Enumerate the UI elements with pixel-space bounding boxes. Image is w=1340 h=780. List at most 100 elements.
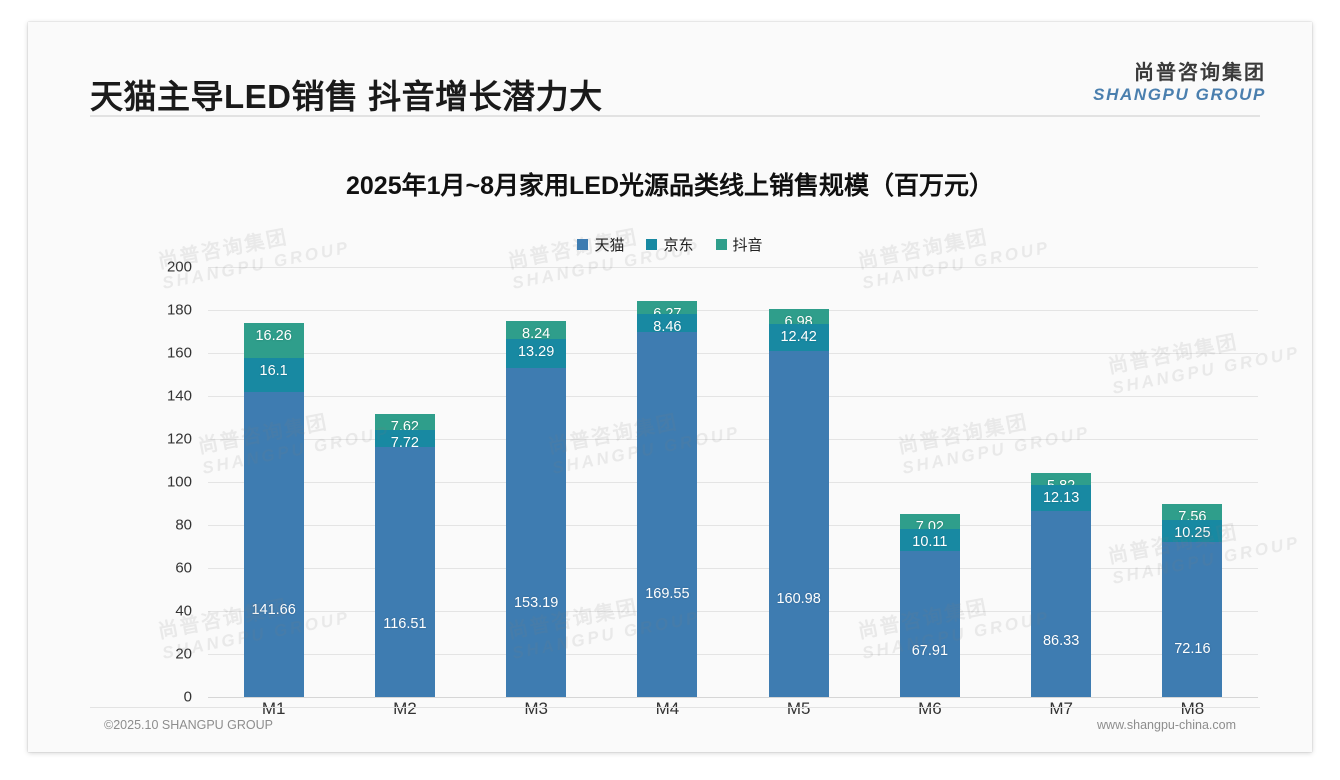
bar-segment-天猫-M4[interactable]: 169.55 (637, 332, 698, 697)
bar-value-label: 10.25 (1174, 524, 1211, 541)
bar-segment-抖音-M4[interactable]: 6.27 (637, 300, 698, 322)
logo-english-text: SHANGPU GROUP (1093, 85, 1266, 104)
y-axis-tick-label: 40 (175, 602, 192, 620)
bar-segment-抖音-M1[interactable]: 16.26 (243, 322, 304, 358)
bar-segment-天猫-M3[interactable]: 153.19 (506, 367, 567, 697)
bar-segment-抖音-M2[interactable]: 7.62 (374, 413, 435, 435)
y-axis-tick-label: 80 (175, 516, 192, 534)
gridline (208, 439, 1258, 440)
bar-segment-抖音-M6[interactable]: 7.02 (899, 514, 960, 535)
brand-logo: 尚普咨询集团 SHANGPU GROUP (1093, 62, 1266, 105)
y-axis-tick-label: 140 (166, 387, 192, 405)
bar-column-M2[interactable]: 7.62 7.72 116.51 (374, 267, 435, 697)
chart-plot-area: 200 180 160 140 120 100 80 60 40 20 0 16.26 16.1 141… (138, 259, 1258, 718)
bar-value-label: 169.55 (645, 586, 690, 603)
bar-value-label: 67.91 (911, 643, 949, 660)
gridline (208, 611, 1258, 612)
y-axis-tick-label: 180 (166, 301, 192, 319)
gridline (208, 310, 1258, 311)
grid-area: 16.26 16.1 141.66 7.62 7.72 116.51 8.24 13.29 15… (208, 267, 1258, 698)
bar-segment-京东-M7[interactable]: 12.13 (1031, 485, 1092, 512)
bar-column-M3[interactable]: 8.24 13.29 153.19 (506, 267, 567, 697)
legend-item-抖音[interactable]: 抖音 (715, 234, 763, 255)
bar-value-label: 141.66 (251, 601, 296, 618)
legend-swatch-icon (577, 239, 589, 250)
legend-swatch-icon (715, 239, 727, 250)
bar-segment-天猫-M6[interactable]: 67.91 (899, 551, 960, 697)
y-axis: 200 180 160 140 120 100 80 60 40 20 0 (138, 259, 200, 706)
bar-value-label: 16.1 (259, 362, 288, 379)
bar-value-label: 160.98 (776, 591, 821, 608)
x-axis-tick-label: M6 (918, 699, 942, 718)
x-axis-tick-label: M4 (655, 699, 680, 718)
gridline (208, 697, 1258, 698)
bar-segment-京东-M5[interactable]: 12.42 (768, 324, 829, 351)
gridline (208, 267, 1258, 268)
gridline (208, 654, 1258, 655)
x-axis-tick-label: M3 (524, 699, 548, 718)
y-axis-tick-label: 20 (175, 645, 192, 663)
bar-series-container: 16.26 16.1 141.66 7.62 7.72 116.51 8.24 13.29 15… (208, 267, 1258, 697)
bar-segment-抖音-M3[interactable]: 8.24 (506, 321, 567, 343)
gridline (208, 396, 1258, 397)
bar-value-label: 72.16 (1174, 640, 1211, 657)
y-axis-tick-label: 100 (166, 473, 192, 491)
bar-segment-京东-M8[interactable]: 10.25 (1162, 519, 1223, 542)
y-axis-tick-label: 120 (166, 430, 192, 448)
bar-segment-天猫-M7[interactable]: 86.33 (1031, 511, 1092, 697)
bar-segment-京东-M4[interactable]: 8.46 (637, 314, 698, 336)
bar-value-label: 116.51 (383, 615, 427, 632)
bar-segment-京东-M2[interactable]: 7.72 (374, 429, 435, 451)
page-title: 天猫主导LED销售 抖音增长潜力大 (90, 78, 603, 115)
bar-column-M4[interactable]: 6.278.46 169.55 (637, 267, 698, 697)
legend-item-天猫[interactable]: 天猫 (577, 234, 624, 255)
bar-segment-天猫-M1[interactable]: 141.66 (243, 392, 304, 697)
bar-value-label: 13.29 (517, 344, 555, 361)
bar-segment-京东-M3[interactable]: 13.29 (506, 339, 567, 368)
footer-copyright: ©2025.10 SHANGPU GROUP (104, 718, 273, 732)
bar-column-M6[interactable]: 7.02 10.11 67.91 (899, 267, 960, 697)
y-axis-tick-label: 0 (183, 688, 192, 706)
legend-label: 天猫 (594, 237, 625, 254)
y-axis-tick-label: 200 (166, 258, 192, 276)
header-divider (90, 115, 1260, 117)
gridline (208, 353, 1258, 354)
bar-value-label: 16.26 (255, 327, 292, 344)
bar-segment-京东-M1[interactable]: 16.1 (243, 357, 304, 393)
bar-value-label: 86.33 (1042, 632, 1080, 649)
bar-segment-天猫-M8[interactable]: 72.16 (1162, 541, 1223, 697)
bar-segment-京东-M6[interactable]: 10.11 (899, 529, 960, 551)
bar-column-M5[interactable]: 6.98 12.42 160.98 (768, 267, 829, 697)
bar-segment-天猫-M2[interactable]: 116.51 (374, 446, 435, 697)
gridline (208, 482, 1258, 483)
bar-value-label: 12.13 (1042, 490, 1080, 507)
chart-legend: 天猫 京东 抖音 (28, 234, 1312, 255)
bar-value-label: 12.42 (780, 329, 817, 346)
x-axis-tick-label: M2 (393, 699, 417, 718)
bar-value-label: 10.11 (912, 534, 948, 551)
x-axis: M1 M2 M3 M4 M5 M6 M7 M8 (208, 699, 1258, 719)
bar-column-M7[interactable]: 5.8212.13 86.33 (1031, 267, 1092, 697)
legend-swatch-icon (646, 239, 658, 250)
bar-segment-抖音-M8[interactable]: 7.56 (1162, 503, 1223, 525)
footer-website[interactable]: www.shangpu-china.com (1097, 718, 1236, 732)
bar-segment-天猫-M5[interactable]: 160.98 (768, 350, 829, 697)
y-axis-tick-label: 160 (166, 344, 192, 362)
bar-value-label: 8.24 (522, 326, 551, 343)
x-axis-tick-label: M8 (1180, 699, 1205, 718)
x-axis-tick-label: M5 (786, 699, 811, 718)
bar-segment-抖音-M5[interactable]: 6.98 (768, 309, 829, 330)
slide-header: 天猫主导LED销售 抖音增长潜力大 尚普咨询集团 SHANGPU GROUP (28, 22, 1312, 118)
footer-divider (90, 707, 1260, 708)
bar-column-M1[interactable]: 16.26 16.1 141.66 (243, 267, 304, 697)
bar-segment-抖音-M7[interactable]: 5.82 (1031, 472, 1092, 494)
legend-label: 抖音 (732, 237, 763, 254)
chart-title: 2025年1月~8月家用LED光源品类线上销售规模（百万元） (345, 172, 995, 200)
x-axis-tick-label: M7 (1049, 699, 1073, 718)
y-axis-tick-label: 60 (175, 559, 192, 577)
legend-item-京东[interactable]: 京东 (646, 234, 694, 255)
bar-value-label: 8.46 (653, 319, 682, 336)
bar-value-label: 153.19 (513, 595, 559, 612)
bar-column-M8[interactable]: 7.56 10.25 72.16 (1162, 267, 1223, 697)
